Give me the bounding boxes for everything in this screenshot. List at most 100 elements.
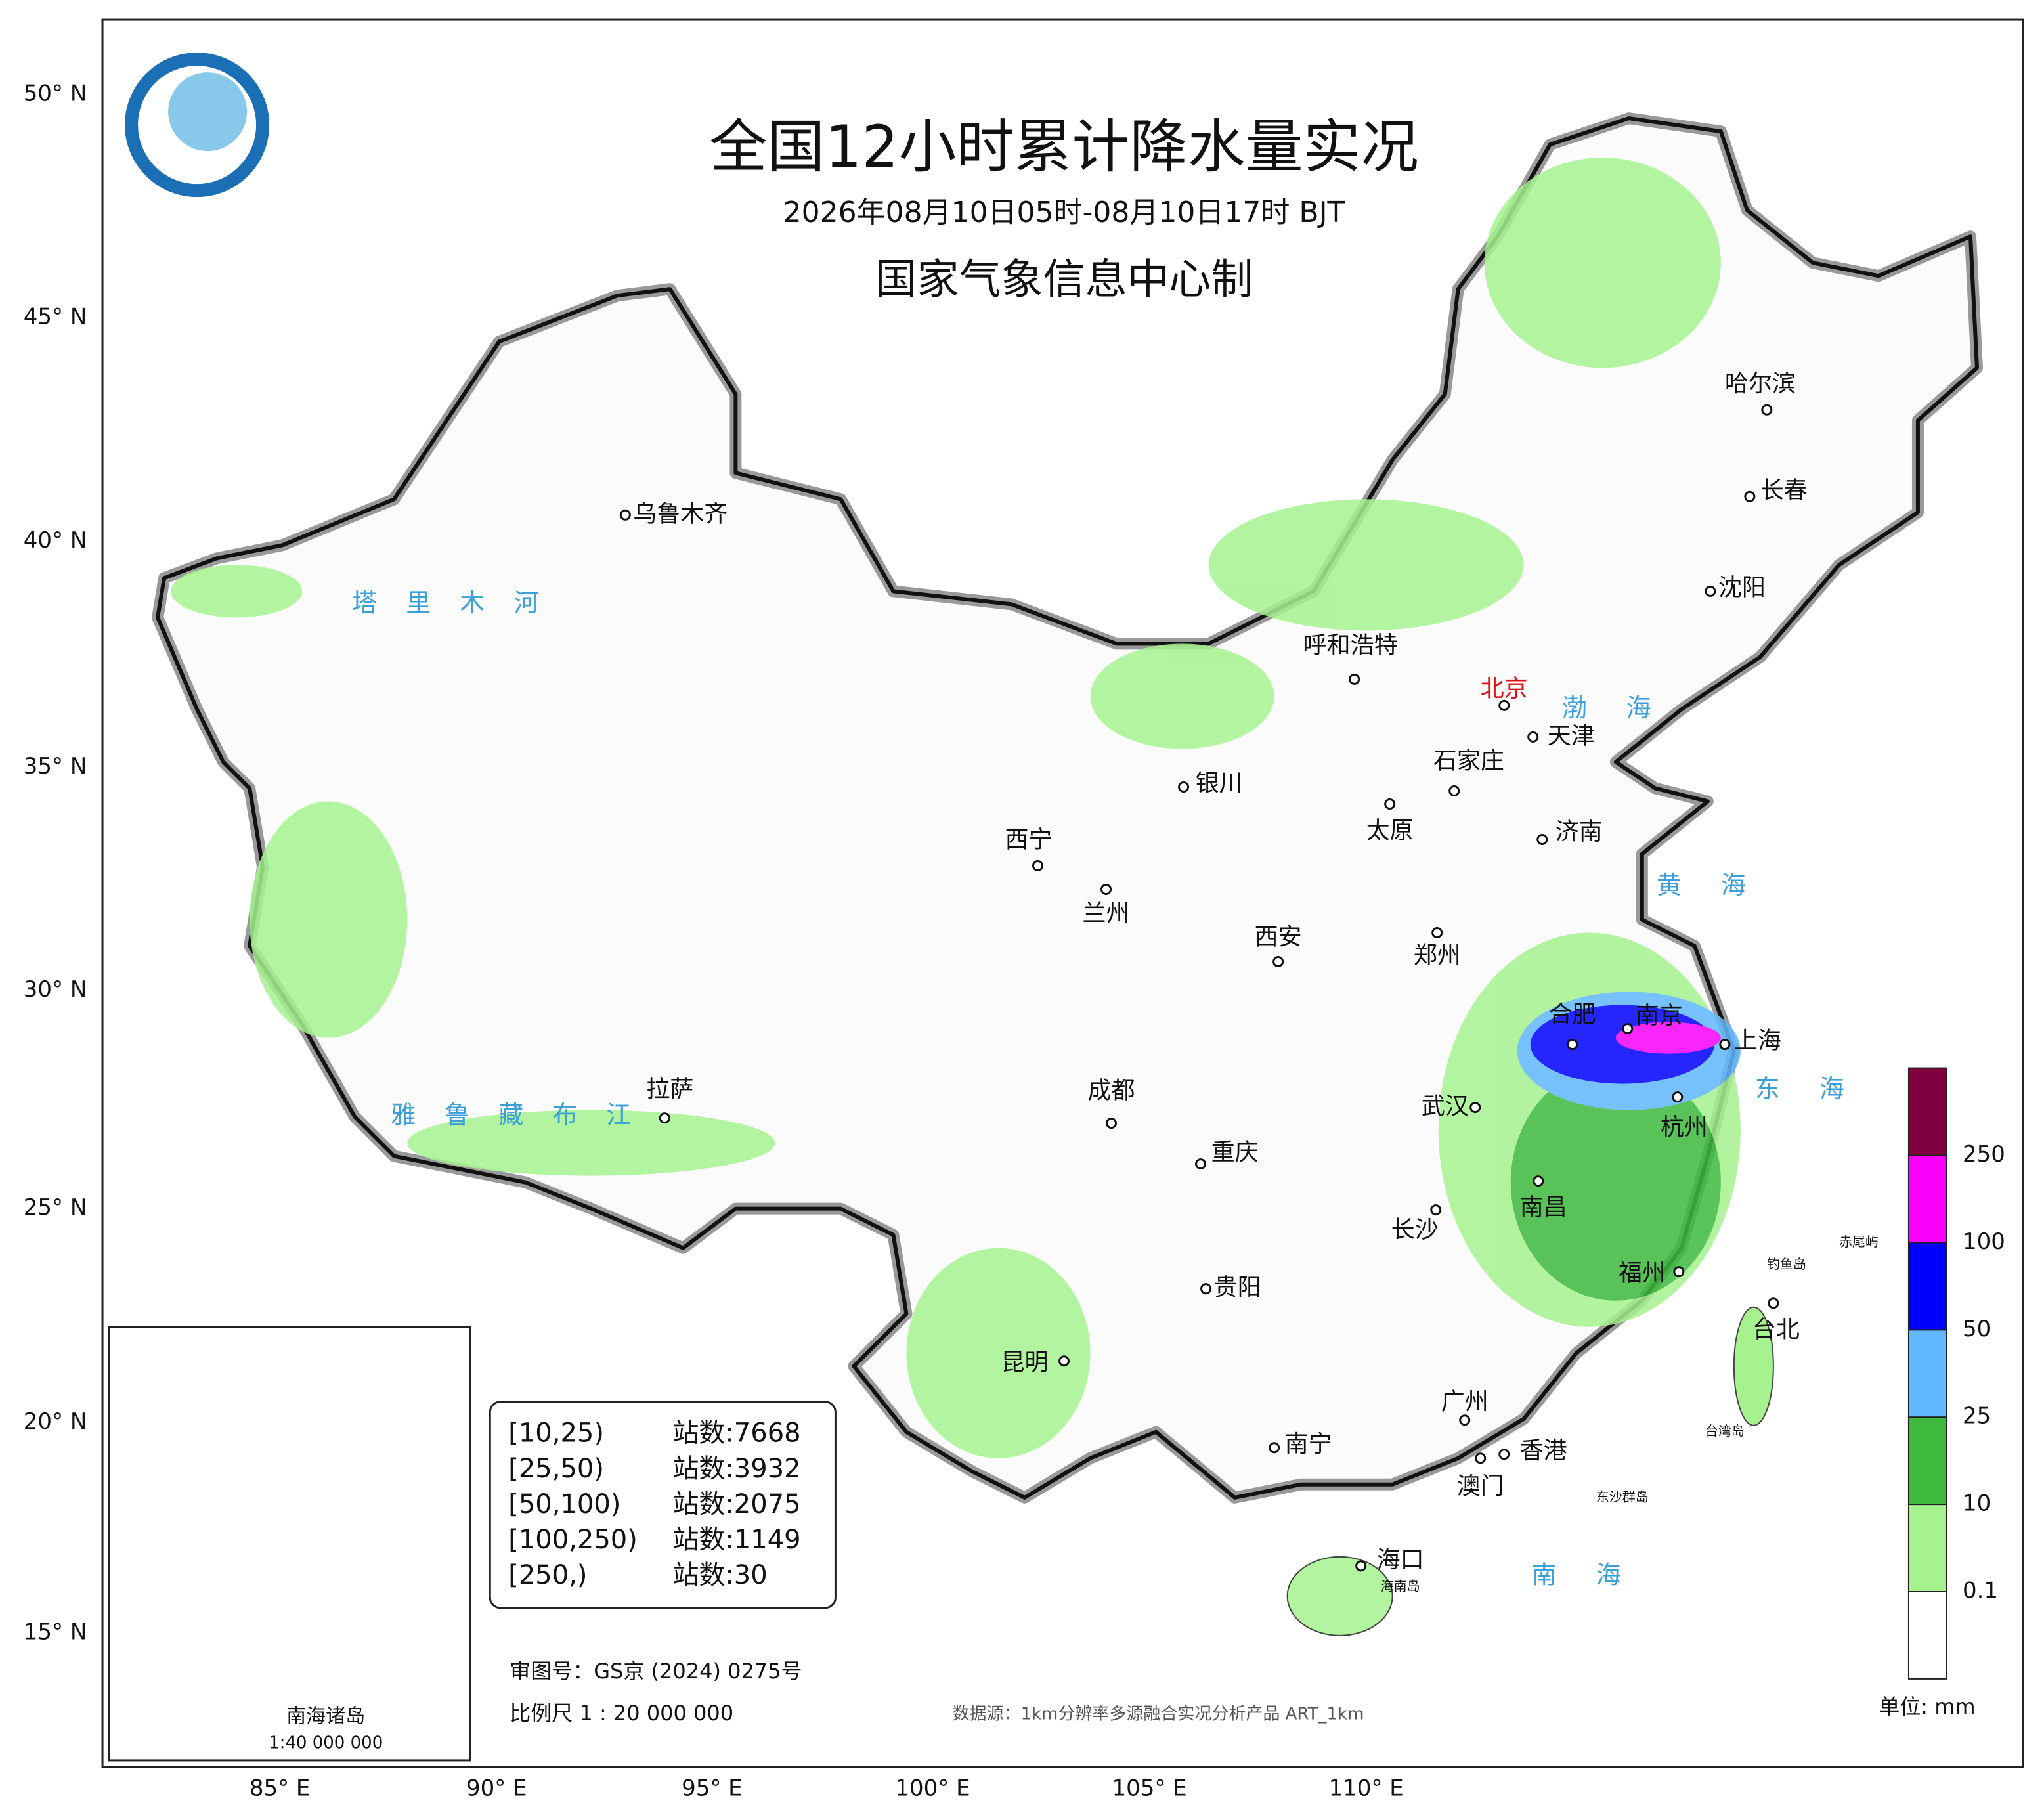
lat-label: 50° N — [24, 81, 87, 107]
producer: 国家气象信息中心制 — [875, 256, 1253, 305]
lat-label: 45° N — [24, 304, 87, 330]
city-label: 福州 — [1619, 1260, 1666, 1287]
city-label: 南京 — [1636, 1003, 1683, 1030]
station-range: [25,50) — [508, 1454, 604, 1484]
city-dot — [1200, 1283, 1212, 1295]
china-border — [156, 116, 1979, 1500]
rain-areas — [171, 158, 1741, 1636]
lat-label: 20° N — [24, 1408, 87, 1435]
city-dot — [619, 509, 631, 521]
legend-unit: 单位: mm — [1879, 1694, 1975, 1719]
city-dot — [1106, 1118, 1118, 1129]
city-dot — [1622, 1023, 1634, 1035]
city-dot — [1431, 927, 1443, 939]
lon-label: 85° E — [250, 1775, 311, 1801]
legend-label: 0.1 — [1963, 1577, 1998, 1603]
approval-note: 审图号：GS京 (2024) 0275号 — [510, 1659, 802, 1684]
city-label: 太原 — [1366, 817, 1414, 844]
city-dot — [1761, 404, 1773, 416]
city-label: 澳门 — [1457, 1473, 1504, 1500]
scale-note: 比例尺 1 : 20 000 000 — [510, 1701, 733, 1726]
city-label: 合肥 — [1549, 1001, 1596, 1028]
city-label: 石家庄 — [1433, 747, 1504, 774]
city-dot — [1469, 1102, 1481, 1114]
city-label: 哈尔滨 — [1725, 370, 1796, 397]
city-label: 沈阳 — [1718, 574, 1766, 601]
legend-label: 25 — [1963, 1403, 1991, 1429]
city-dot — [1269, 1442, 1280, 1454]
city-label: 成都 — [1088, 1078, 1135, 1104]
title: 全国12小时累计降水量实况 — [709, 113, 1418, 181]
lon-label: 100° E — [895, 1775, 970, 1801]
city-dot — [1527, 731, 1539, 743]
lon-label: 90° E — [466, 1775, 527, 1801]
city-label: 乌鲁木齐 — [633, 500, 728, 527]
inset-frame — [108, 1326, 471, 1762]
city-label: 兰州 — [1083, 900, 1130, 927]
lat-label: 15° N — [24, 1619, 87, 1645]
city-label: 杭州 — [1661, 1114, 1708, 1141]
legend-label: 10 — [1963, 1491, 1991, 1517]
period: 2026年08月10日05时-08月10日17时 BJT — [783, 196, 1345, 229]
city-dot — [1475, 1452, 1487, 1464]
sea-label: 东海 — [1755, 1074, 1884, 1103]
source-note: 数据源：1km分辨率多源融合实况分析产品 ART_1km — [952, 1704, 1364, 1724]
island-label: 赤尾屿 — [1839, 1234, 1879, 1250]
station-range: [250,) — [508, 1560, 587, 1590]
island-label: 钓鱼岛 — [1767, 1256, 1806, 1272]
city-dot — [1768, 1297, 1779, 1309]
city-label: 天津 — [1548, 722, 1595, 749]
city-dot — [1498, 1449, 1510, 1460]
river-label: 塔里木河 — [352, 588, 567, 617]
legend-swatch — [1907, 1067, 1947, 1156]
island-label: 台湾岛 — [1705, 1423, 1745, 1439]
legend-label: 250 — [1963, 1141, 2005, 1167]
lon-label: 110° E — [1329, 1775, 1404, 1801]
city-dot — [1384, 798, 1396, 810]
city-dot — [1672, 1091, 1684, 1103]
city-dot — [1567, 1039, 1578, 1051]
city-dot — [1744, 490, 1756, 502]
city-label: 西安 — [1255, 924, 1302, 951]
legend-swatch — [1907, 1416, 1947, 1506]
island-label: 海南岛 — [1381, 1578, 1420, 1594]
city-dot — [1498, 699, 1510, 711]
city-dot — [1355, 1560, 1367, 1572]
sea-label: 南海 — [1532, 1560, 1661, 1589]
legend-swatch — [1907, 1590, 1947, 1680]
city-dot — [1533, 1175, 1544, 1187]
lon-label: 105° E — [1112, 1775, 1186, 1801]
lat-label: 35° N — [24, 753, 87, 779]
city-label: 郑州 — [1414, 942, 1461, 969]
city-label: 台北 — [1752, 1317, 1800, 1343]
city-dot — [1705, 585, 1716, 597]
city-label: 长春 — [1760, 477, 1808, 504]
legend-label: 100 — [1963, 1229, 2005, 1255]
city-label: 西宁 — [1005, 826, 1052, 853]
legend-swatch — [1907, 1242, 1947, 1331]
legend-label: 50 — [1963, 1316, 1991, 1342]
station-range: [10,25) — [508, 1418, 604, 1449]
city-label: 长沙 — [1391, 1217, 1439, 1244]
lon-label: 95° E — [682, 1775, 743, 1801]
legend-swatch — [1907, 1329, 1947, 1418]
station-count: 站数:3932 — [672, 1454, 800, 1484]
city-dot — [1719, 1039, 1731, 1051]
city-dot — [1272, 956, 1284, 968]
city-dot — [1058, 1355, 1070, 1367]
city-label: 南昌 — [1520, 1194, 1567, 1221]
lat-label: 25° N — [24, 1194, 87, 1221]
city-label: 武汉 — [1422, 1093, 1469, 1120]
city-label: 昆明 — [1001, 1349, 1048, 1376]
city-dot — [1349, 673, 1360, 685]
lat-label: 30° N — [24, 976, 87, 1003]
inset-title: 南海诸岛 — [286, 1705, 365, 1728]
city-dot — [659, 1112, 670, 1124]
hainan — [1286, 1556, 1393, 1636]
sea-label: 黄海 — [1657, 871, 1785, 900]
station-count: 站数:1149 — [672, 1525, 800, 1555]
logo — [125, 53, 270, 198]
city-label: 拉萨 — [646, 1076, 693, 1103]
city-label: 海口 — [1377, 1546, 1424, 1573]
